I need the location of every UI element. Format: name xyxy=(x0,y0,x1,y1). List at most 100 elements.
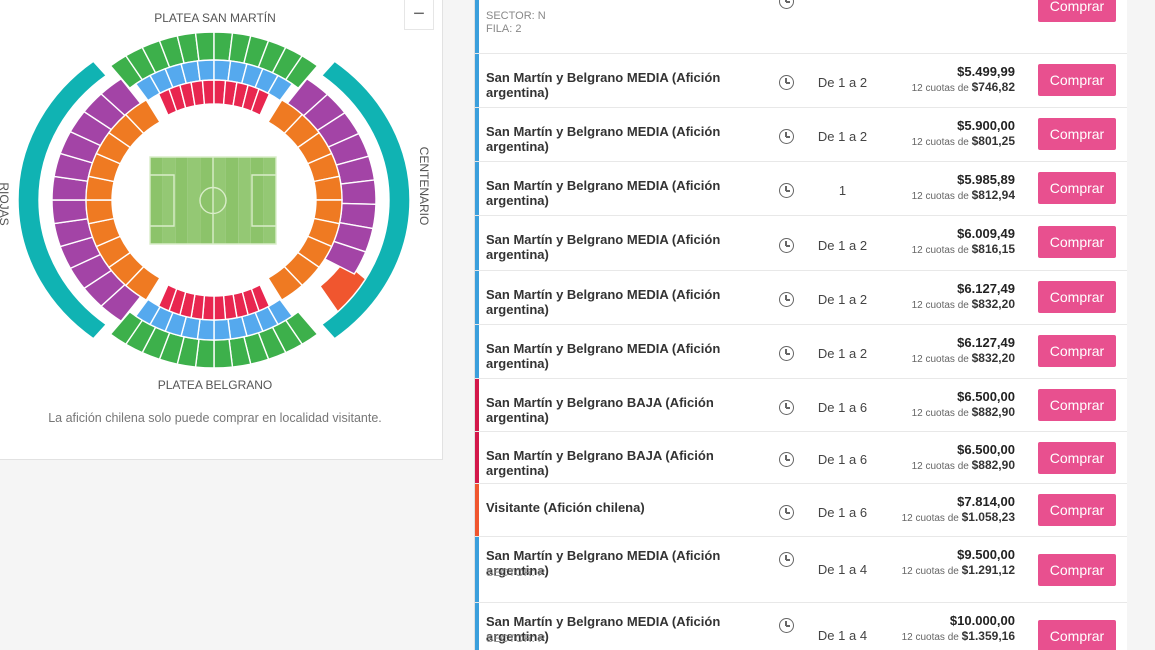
section-cabecera-left[interactable] xyxy=(51,199,89,225)
ticket-installments: 12 cuotas de $746,82 xyxy=(912,80,1015,94)
ticket-price: $5.499,99 xyxy=(957,64,1015,79)
installment-amount: $816,15 xyxy=(971,242,1015,256)
ticket-price: $9.500,00 xyxy=(957,547,1015,562)
ticket-row: San Martín y Belgrano MEDIA (Afición arg… xyxy=(475,603,1127,650)
installment-amount: $882,90 xyxy=(971,405,1015,419)
section-alta-left[interactable] xyxy=(124,98,161,135)
clock-icon xyxy=(779,0,794,9)
field-stripe xyxy=(225,157,239,244)
buy-button[interactable]: Comprar xyxy=(1038,389,1116,421)
ticket-row: Visitante (Afición chilena) De 1 a 6 $7.81… xyxy=(475,484,1127,537)
ticket-sector: SECTOR: P xyxy=(486,567,546,579)
ticket-section-name: Visitante (Afición chilena) xyxy=(486,500,645,515)
ticket-price: $6.127,49 xyxy=(957,335,1015,350)
map-label-right: CENTENARIO xyxy=(417,147,431,226)
installments-prefix: 12 cuotas de xyxy=(901,566,959,577)
ticket-quantity: De 1 a 2 xyxy=(817,129,868,144)
installment-amount: $832,20 xyxy=(971,351,1015,365)
installments-prefix: 12 cuotas de xyxy=(901,513,959,524)
ticket-installments: 12 cuotas de $882,90 xyxy=(912,458,1015,472)
ticket-price: $6.127,49 xyxy=(957,281,1015,296)
ticket-price: $6.009,49 xyxy=(957,226,1015,241)
section-color-bar xyxy=(475,108,479,161)
installments-prefix: 12 cuotas de xyxy=(911,191,969,202)
ticket-installments: 12 cuotas de $816,15 xyxy=(912,242,1015,256)
clock-icon xyxy=(779,346,794,361)
section-color-bar xyxy=(475,484,479,536)
stadium-sections[interactable] xyxy=(17,31,411,369)
section-color-bar xyxy=(475,271,479,324)
field-stripe xyxy=(250,157,264,244)
zoom-out-button[interactable]: − xyxy=(404,0,434,30)
buy-button[interactable]: Comprar xyxy=(1038,554,1116,586)
ticket-section-name: San Martín y Belgrano MEDIA (Afición arg… xyxy=(486,70,721,100)
clock-icon xyxy=(779,75,794,90)
installment-amount: $1.291,12 xyxy=(961,563,1015,577)
ticket-fila: FILA: 2 xyxy=(486,23,522,35)
ticket-installments: 12 cuotas de $812,94 xyxy=(912,188,1015,202)
field-stripe xyxy=(175,157,188,244)
clock-icon xyxy=(779,129,794,144)
section-platea-san-martin[interactable] xyxy=(194,31,215,62)
ticket-row: San Martín y Belgrano MEDIA (Afición arg… xyxy=(475,162,1127,216)
buy-button[interactable]: Comprar xyxy=(1038,64,1116,96)
section-centenario[interactable] xyxy=(320,60,411,340)
section-color-bar xyxy=(475,162,479,215)
section-cabecera-right[interactable] xyxy=(340,179,377,206)
installments-prefix: 12 cuotas de xyxy=(911,137,969,148)
ticket-quantity: De 1 a 6 xyxy=(817,452,868,467)
section-popular-left[interactable] xyxy=(17,60,108,340)
buy-button[interactable]: Comprar xyxy=(1038,226,1116,258)
ticket-row: SECTOR: N FILA: 2 Comprar xyxy=(475,0,1127,54)
field-stripe xyxy=(162,157,176,244)
section-baja-top[interactable] xyxy=(250,88,271,117)
section-baja-bottom[interactable] xyxy=(213,294,227,321)
buy-button[interactable]: Comprar xyxy=(1038,335,1116,367)
ticket-installments: 12 cuotas de $1.359,16 xyxy=(902,629,1015,643)
buy-button[interactable]: Comprar xyxy=(1038,281,1116,313)
ticket-installments: 12 cuotas de $1.291,12 xyxy=(902,563,1015,577)
buy-button[interactable]: Comprar xyxy=(1038,118,1116,150)
ticket-section-name: San Martín y Belgrano MEDIA (Afición arg… xyxy=(486,124,721,154)
map-label-bottom: PLATEA BELGRANO xyxy=(158,378,273,392)
ticket-section-name: San Martín y Belgrano BAJA (Afición arge… xyxy=(486,395,714,425)
ticket-row: San Martín y Belgrano MEDIA (Afición arg… xyxy=(475,108,1127,162)
section-color-bar xyxy=(475,325,479,378)
section-baja-bottom[interactable] xyxy=(157,283,178,312)
ticket-row: San Martín y Belgrano MEDIA (Afición arg… xyxy=(475,54,1127,108)
ticket-installments: 12 cuotas de $882,90 xyxy=(912,405,1015,419)
ticket-quantity: De 1 a 6 xyxy=(817,400,868,415)
ticket-quantity: De 1 a 6 xyxy=(817,505,868,520)
section-alta-right[interactable] xyxy=(267,265,304,302)
section-baja-top[interactable] xyxy=(201,79,215,106)
ticket-installments: 12 cuotas de $832,20 xyxy=(912,297,1015,311)
ticket-sector: SECTOR: N xyxy=(486,10,546,22)
ticket-row: San Martín y Belgrano MEDIA (Afición arg… xyxy=(475,271,1127,325)
ticket-price: $5.900,00 xyxy=(957,118,1015,133)
buy-button[interactable]: Comprar xyxy=(1038,0,1116,22)
clock-icon xyxy=(779,618,794,633)
ticket-section-name: San Martín y Belgrano MEDIA (Afición arg… xyxy=(486,548,721,578)
ticket-price: $6.500,00 xyxy=(957,442,1015,457)
clock-icon xyxy=(779,452,794,467)
installment-amount: $832,20 xyxy=(971,297,1015,311)
stadium-map[interactable]: PLATEA SAN MARTÍN PLATEA BELGRANO CENTEN… xyxy=(0,0,440,405)
section-platea-belgrano[interactable] xyxy=(213,338,234,369)
buy-button[interactable]: Comprar xyxy=(1038,494,1116,526)
buy-button[interactable]: Comprar xyxy=(1038,620,1116,650)
ticket-quantity: De 1 a 2 xyxy=(817,238,868,253)
ticket-installments: 12 cuotas de $1.058,23 xyxy=(902,510,1015,524)
installments-prefix: 12 cuotas de xyxy=(911,354,969,365)
clock-icon xyxy=(779,292,794,307)
ticket-listing: SECTOR: N FILA: 2 Comprar San Martín y Belg… xyxy=(474,0,1127,650)
buy-button[interactable]: Comprar xyxy=(1038,442,1116,474)
section-media-bottom[interactable] xyxy=(213,318,232,341)
installment-amount: $1.058,23 xyxy=(961,510,1015,524)
map-note: La afición chilena solo puede comprar en… xyxy=(48,411,382,425)
buy-button[interactable]: Comprar xyxy=(1038,172,1116,204)
field-stripe xyxy=(263,157,276,244)
clock-icon xyxy=(779,552,794,567)
ticket-quantity: De 1 a 2 xyxy=(817,292,868,307)
field-stripe xyxy=(187,157,201,244)
section-media-top[interactable] xyxy=(196,59,215,82)
